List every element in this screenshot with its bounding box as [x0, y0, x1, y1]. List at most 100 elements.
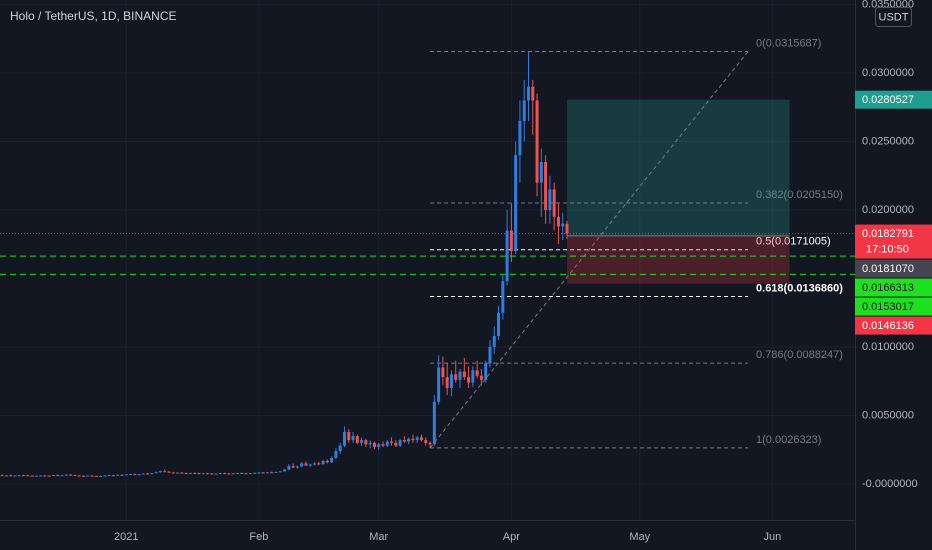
candle-body — [437, 367, 441, 402]
candle-body — [300, 463, 304, 467]
fib-level-label: 1(0.0026323) — [756, 434, 821, 446]
candle-body — [253, 472, 257, 474]
candle-body — [73, 475, 77, 477]
candle-body — [321, 460, 325, 465]
candle-body — [505, 230, 509, 282]
candle-body — [146, 473, 150, 475]
x-tick-label: Jun — [764, 531, 782, 543]
candle-body — [34, 475, 38, 477]
price-badge-label: 0.0280527 — [862, 94, 914, 106]
price-badge — [855, 224, 932, 259]
x-tick-label: Mar — [369, 531, 388, 543]
candle-body — [0, 475, 4, 477]
candle-body — [261, 472, 265, 474]
candle-body — [304, 463, 308, 466]
candle-body — [458, 371, 462, 380]
candle-body — [398, 440, 402, 446]
candle-body — [424, 440, 428, 443]
candle-body — [544, 162, 548, 210]
candle-body — [526, 86, 530, 101]
candle-body — [449, 374, 453, 389]
candle-body — [522, 100, 526, 121]
candle-body — [120, 474, 124, 476]
candle-body — [368, 442, 372, 445]
axes: 0.0350000 0.0300000 0.0250000 0.0200000 0.01… — [114, 0, 918, 543]
candle-body — [86, 475, 90, 477]
candle-body — [150, 473, 154, 475]
badges: 0.0280527 0.0182791 17:10:50 0.0181070 0.016… — [855, 90, 932, 335]
candle-body — [116, 474, 120, 476]
grid — [0, 0, 855, 520]
candle-body — [385, 441, 389, 446]
y-tick-label: 0.0300000 — [862, 67, 914, 79]
price-badge-countdown: 17:10:50 — [866, 243, 909, 255]
candle-body — [445, 377, 449, 389]
candle-body — [454, 374, 458, 380]
candle-body — [531, 86, 535, 101]
candle-body — [90, 475, 94, 477]
candle-body — [111, 475, 115, 477]
candle-body — [479, 375, 483, 380]
candle-body — [518, 120, 522, 156]
currency-label: USDT — [879, 11, 909, 23]
candle-body — [415, 437, 419, 441]
candle-body — [167, 471, 171, 473]
candle-body — [171, 472, 175, 474]
y-tick-label: -0.0000000 — [862, 478, 918, 490]
candle-body — [471, 370, 475, 383]
candle-body — [402, 440, 406, 442]
candle-body — [347, 431, 351, 441]
price-badge-label: 0.0166313 — [862, 282, 914, 294]
candle-body — [30, 475, 34, 477]
candle-body — [462, 371, 466, 378]
candle-body — [278, 471, 282, 473]
y-tick-label: 0.0250000 — [862, 135, 914, 147]
fib-level-label: 0.786(0.0088247) — [756, 349, 843, 361]
candle-body — [420, 437, 424, 441]
candle-body — [176, 472, 180, 474]
candle-body — [509, 230, 513, 252]
candle-body — [360, 440, 364, 443]
candle-body — [17, 475, 21, 477]
candle-body — [492, 336, 496, 347]
candle-body — [193, 473, 197, 475]
candle-body — [197, 473, 201, 475]
candle-body — [265, 472, 269, 474]
candle-body — [270, 472, 274, 474]
fib-level-label: 0.382(0.0205150) — [756, 189, 843, 201]
candle-body — [501, 281, 505, 313]
candle-body — [163, 471, 167, 473]
candle-body — [9, 475, 13, 477]
candle-body — [330, 457, 334, 463]
candle-body — [475, 370, 479, 376]
position-loss-zone — [567, 235, 790, 284]
candle-body — [313, 463, 317, 465]
candle-body — [99, 476, 103, 478]
candle-body — [56, 475, 60, 477]
candle-body — [39, 475, 43, 477]
candle-body — [338, 445, 342, 452]
candle-body — [51, 475, 55, 477]
candle-body — [308, 464, 312, 466]
currency-badge[interactable] — [875, 7, 912, 27]
x-tick-label: 2021 — [114, 531, 138, 543]
price-badge — [855, 90, 932, 109]
y-tick-label: 0.0200000 — [862, 204, 914, 216]
candle-body — [364, 440, 368, 445]
candle-body — [394, 442, 398, 446]
candle-body — [291, 466, 295, 468]
candle-body — [26, 475, 30, 477]
candle-body — [390, 441, 394, 443]
candle-body — [351, 436, 355, 441]
candle-body — [561, 223, 565, 227]
fib-level-label: 0.618(0.0136860) — [756, 282, 843, 294]
candle-body — [287, 466, 291, 470]
candle-body — [377, 444, 381, 447]
y-tick-label: 0.0100000 — [862, 341, 914, 353]
price-badge — [855, 259, 932, 278]
candle-body — [214, 473, 218, 475]
candle-body — [124, 474, 128, 476]
candle-body — [223, 473, 227, 475]
candle-body — [77, 475, 81, 477]
candle-body — [283, 469, 287, 472]
